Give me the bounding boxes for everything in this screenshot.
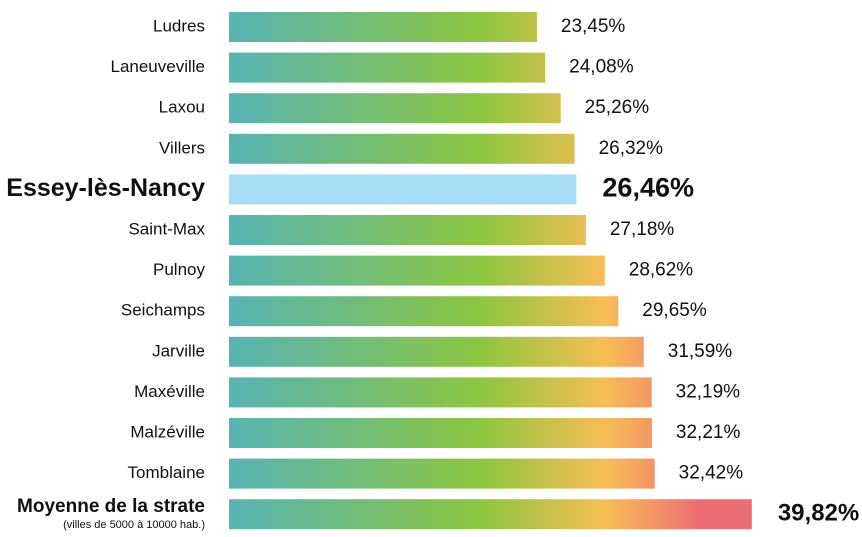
bar — [229, 296, 619, 327]
value-label: 32,19% — [676, 381, 741, 402]
category-label: Saint-Max — [128, 219, 205, 238]
category-label: Villers — [159, 138, 205, 157]
value-label: 27,18% — [610, 219, 675, 240]
bar — [229, 499, 752, 530]
category-label: Laneuveville — [110, 57, 205, 76]
category-label: Ludres — [153, 16, 205, 35]
category-label: Maxéville — [134, 382, 205, 401]
category-label: Essey-lès-Nancy — [6, 174, 205, 202]
category-label: Moyenne de la strate — [17, 496, 205, 517]
value-label: 39,82% — [778, 500, 859, 527]
category-label: Seichamps — [121, 301, 205, 320]
bar — [229, 377, 652, 408]
bar — [229, 418, 652, 448]
category-label: Malzéville — [130, 422, 205, 441]
category-label: Pulnoy — [153, 260, 205, 279]
value-label: 23,45% — [561, 16, 626, 37]
value-label: 26,32% — [599, 138, 664, 159]
value-label: 24,08% — [569, 57, 634, 78]
category-note: (villes de 5000 à 10000 hab.) — [63, 519, 205, 531]
value-label: 31,59% — [668, 341, 733, 362]
value-label: 26,46% — [602, 173, 694, 203]
category-label: Jarville — [152, 341, 205, 360]
bar — [229, 133, 575, 164]
bar — [229, 12, 537, 42]
category-label: Tomblaine — [128, 463, 206, 482]
value-label: 25,26% — [585, 97, 650, 118]
bar — [229, 336, 644, 367]
value-label: 28,62% — [629, 260, 694, 281]
category-label: Laxou — [159, 98, 205, 117]
bar — [229, 93, 561, 124]
value-label: 32,21% — [676, 422, 741, 443]
bar — [229, 458, 655, 489]
value-label: 32,42% — [679, 463, 744, 484]
bar — [229, 215, 586, 245]
bar — [229, 174, 577, 205]
bar — [229, 52, 546, 83]
value-label: 29,65% — [642, 300, 707, 321]
bar — [229, 255, 605, 286]
